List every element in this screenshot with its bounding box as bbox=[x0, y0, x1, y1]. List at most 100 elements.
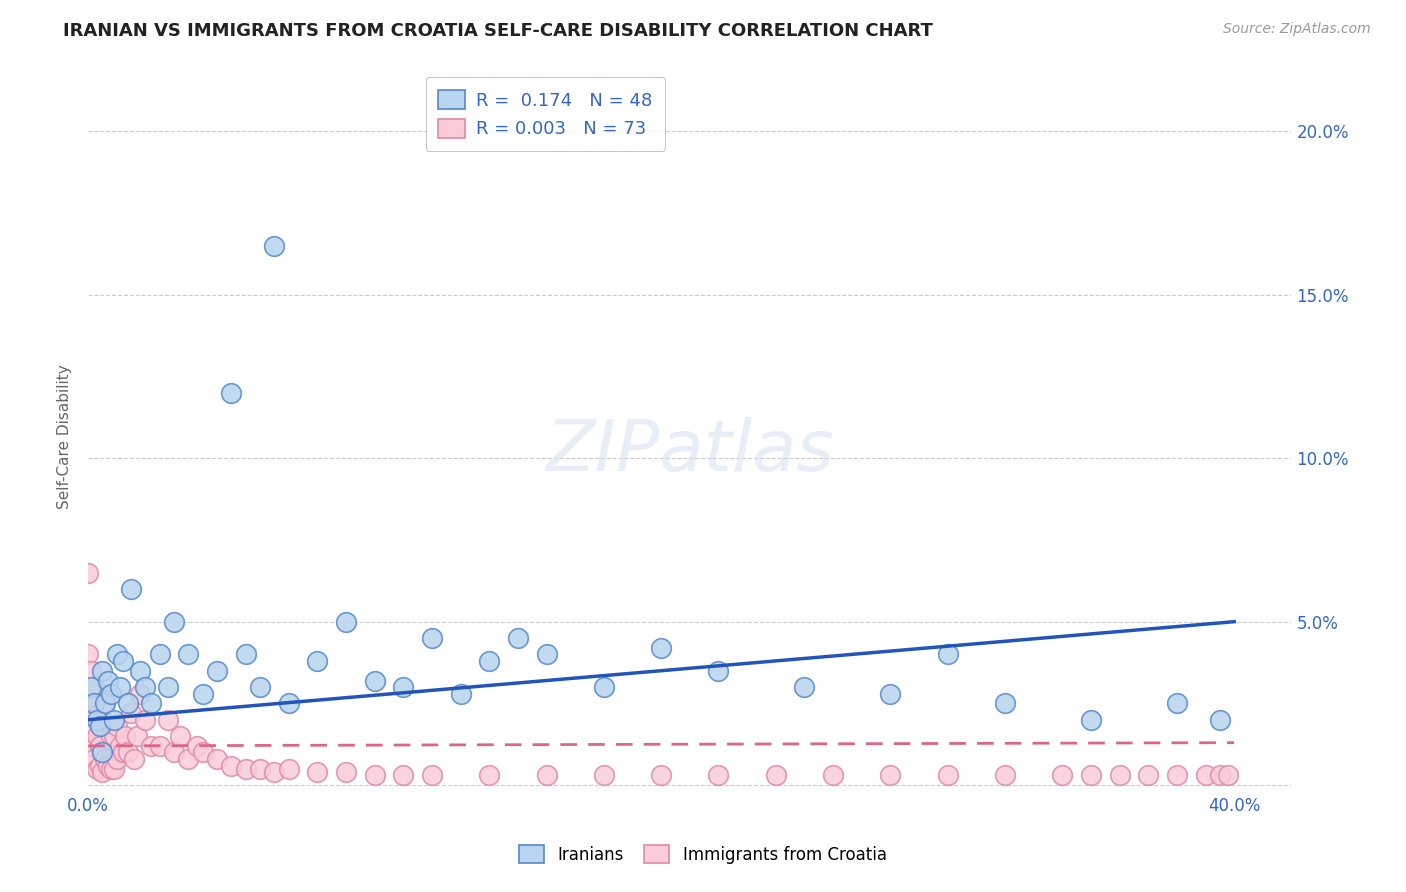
Point bbox=[89, 706, 111, 721]
Point bbox=[94, 697, 117, 711]
Point bbox=[994, 697, 1017, 711]
Point bbox=[83, 697, 105, 711]
Point bbox=[186, 739, 208, 753]
Point bbox=[105, 719, 128, 733]
Point bbox=[77, 566, 100, 580]
Point bbox=[86, 713, 108, 727]
Point bbox=[205, 752, 228, 766]
Point bbox=[103, 729, 125, 743]
Point bbox=[122, 752, 145, 766]
Legend: Iranians, Immigrants from Croatia: Iranians, Immigrants from Croatia bbox=[513, 838, 893, 871]
Point bbox=[592, 680, 614, 694]
Point bbox=[141, 697, 163, 711]
Point bbox=[86, 697, 108, 711]
Point bbox=[478, 768, 501, 782]
Point bbox=[134, 680, 156, 694]
Point bbox=[263, 238, 285, 252]
Point bbox=[707, 664, 730, 678]
Point bbox=[120, 582, 142, 596]
Point bbox=[163, 615, 186, 629]
Point bbox=[141, 739, 163, 753]
Point bbox=[94, 752, 117, 766]
Point bbox=[249, 762, 271, 776]
Point bbox=[97, 719, 120, 733]
Point bbox=[163, 746, 186, 760]
Point bbox=[536, 768, 558, 782]
Point bbox=[117, 746, 139, 760]
Point bbox=[105, 752, 128, 766]
Point bbox=[420, 768, 443, 782]
Point bbox=[108, 680, 131, 694]
Point bbox=[277, 697, 299, 711]
Point bbox=[120, 706, 142, 721]
Point bbox=[592, 768, 614, 782]
Point bbox=[249, 680, 271, 694]
Point bbox=[221, 385, 243, 400]
Point bbox=[263, 765, 285, 780]
Point bbox=[91, 664, 114, 678]
Point bbox=[392, 768, 415, 782]
Point bbox=[1209, 713, 1232, 727]
Point bbox=[117, 697, 139, 711]
Point bbox=[478, 654, 501, 668]
Point bbox=[506, 631, 529, 645]
Point bbox=[83, 680, 105, 694]
Point bbox=[86, 729, 108, 743]
Point bbox=[94, 697, 117, 711]
Point bbox=[1080, 768, 1102, 782]
Point bbox=[83, 719, 105, 733]
Point bbox=[157, 713, 180, 727]
Point bbox=[936, 768, 959, 782]
Point bbox=[335, 765, 357, 780]
Point bbox=[103, 713, 125, 727]
Point bbox=[650, 640, 672, 655]
Point bbox=[97, 673, 120, 688]
Point bbox=[1166, 697, 1188, 711]
Point bbox=[205, 664, 228, 678]
Point bbox=[83, 752, 105, 766]
Point bbox=[89, 758, 111, 772]
Point bbox=[420, 631, 443, 645]
Point bbox=[1108, 768, 1130, 782]
Point bbox=[994, 768, 1017, 782]
Point bbox=[335, 615, 357, 629]
Point bbox=[793, 680, 815, 694]
Point bbox=[111, 746, 134, 760]
Point bbox=[169, 729, 191, 743]
Point bbox=[1052, 768, 1074, 782]
Point bbox=[879, 768, 901, 782]
Text: ZIPatlas: ZIPatlas bbox=[546, 417, 834, 485]
Point bbox=[80, 664, 103, 678]
Point bbox=[879, 687, 901, 701]
Point bbox=[80, 680, 103, 694]
Point bbox=[100, 729, 122, 743]
Point bbox=[91, 713, 114, 727]
Text: Source: ZipAtlas.com: Source: ZipAtlas.com bbox=[1223, 22, 1371, 37]
Point bbox=[125, 729, 148, 743]
Point bbox=[221, 758, 243, 772]
Point bbox=[91, 765, 114, 780]
Point bbox=[128, 687, 150, 701]
Point bbox=[108, 739, 131, 753]
Point bbox=[86, 762, 108, 776]
Y-axis label: Self-Care Disability: Self-Care Disability bbox=[58, 365, 72, 509]
Point bbox=[100, 762, 122, 776]
Point bbox=[191, 687, 214, 701]
Point bbox=[307, 765, 329, 780]
Point bbox=[307, 654, 329, 668]
Point bbox=[392, 680, 415, 694]
Point bbox=[100, 687, 122, 701]
Point bbox=[149, 648, 172, 662]
Point bbox=[1209, 768, 1232, 782]
Point bbox=[191, 746, 214, 760]
Point bbox=[149, 739, 172, 753]
Point bbox=[77, 648, 100, 662]
Point bbox=[80, 739, 103, 753]
Point bbox=[91, 746, 114, 760]
Point bbox=[536, 648, 558, 662]
Point bbox=[128, 664, 150, 678]
Point bbox=[707, 768, 730, 782]
Point bbox=[363, 768, 385, 782]
Point bbox=[114, 729, 136, 743]
Point bbox=[1194, 768, 1216, 782]
